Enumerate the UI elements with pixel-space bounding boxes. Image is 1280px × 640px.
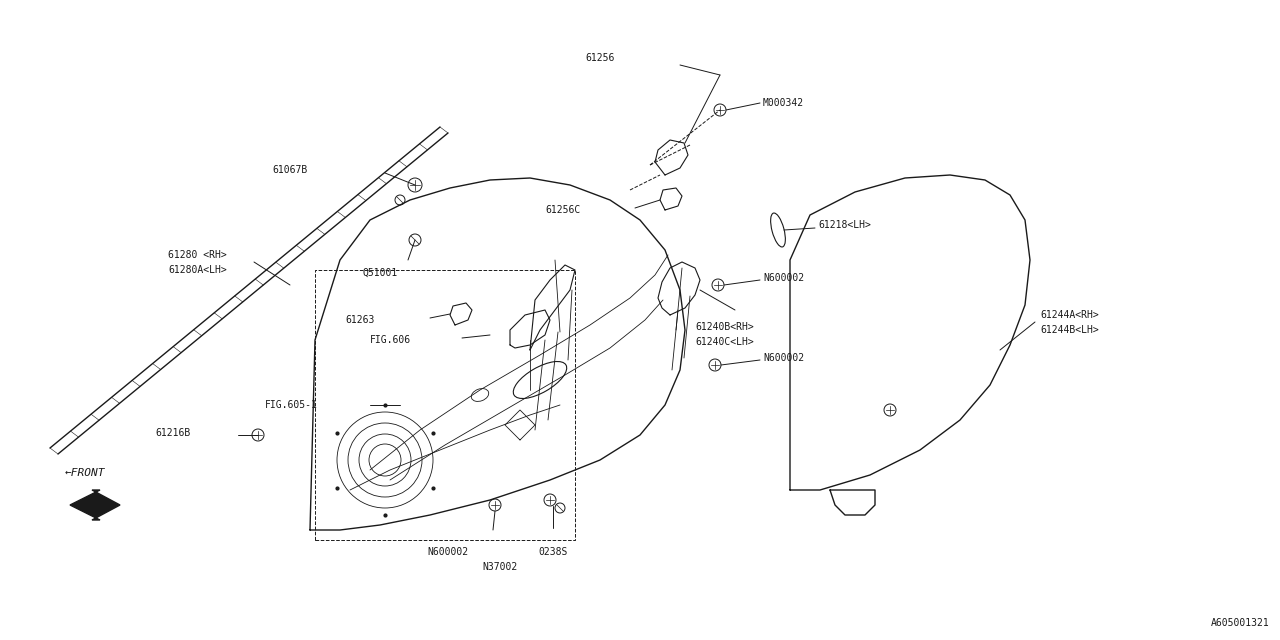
Text: 61240C<LH>: 61240C<LH> bbox=[695, 337, 754, 347]
Text: Q51001: Q51001 bbox=[362, 268, 397, 278]
Text: N600002: N600002 bbox=[763, 273, 804, 283]
Text: M000342: M000342 bbox=[763, 98, 804, 108]
Text: ←FRONT: ←FRONT bbox=[65, 468, 105, 478]
Text: N37002: N37002 bbox=[483, 562, 517, 572]
Text: 61280A<LH>: 61280A<LH> bbox=[168, 265, 227, 275]
Text: 61244B<LH>: 61244B<LH> bbox=[1039, 325, 1098, 335]
Polygon shape bbox=[70, 490, 120, 520]
Text: FIG.606: FIG.606 bbox=[370, 335, 411, 345]
Text: 61263: 61263 bbox=[346, 315, 374, 325]
Text: 61244A<RH>: 61244A<RH> bbox=[1039, 310, 1098, 320]
Text: 61280 <RH>: 61280 <RH> bbox=[168, 250, 227, 260]
Text: 61216B: 61216B bbox=[155, 428, 191, 438]
Text: 61218<LH>: 61218<LH> bbox=[818, 220, 870, 230]
Text: A605001321: A605001321 bbox=[1211, 618, 1270, 628]
Text: N600002: N600002 bbox=[763, 353, 804, 363]
Text: 61067B: 61067B bbox=[273, 165, 307, 175]
Text: 61256: 61256 bbox=[585, 53, 614, 63]
Text: 61256C: 61256C bbox=[545, 205, 580, 215]
Text: N600002: N600002 bbox=[428, 547, 468, 557]
Text: FIG.605-1: FIG.605-1 bbox=[265, 400, 317, 410]
Text: 0238S: 0238S bbox=[539, 547, 568, 557]
Text: 61240B<RH>: 61240B<RH> bbox=[695, 322, 754, 332]
